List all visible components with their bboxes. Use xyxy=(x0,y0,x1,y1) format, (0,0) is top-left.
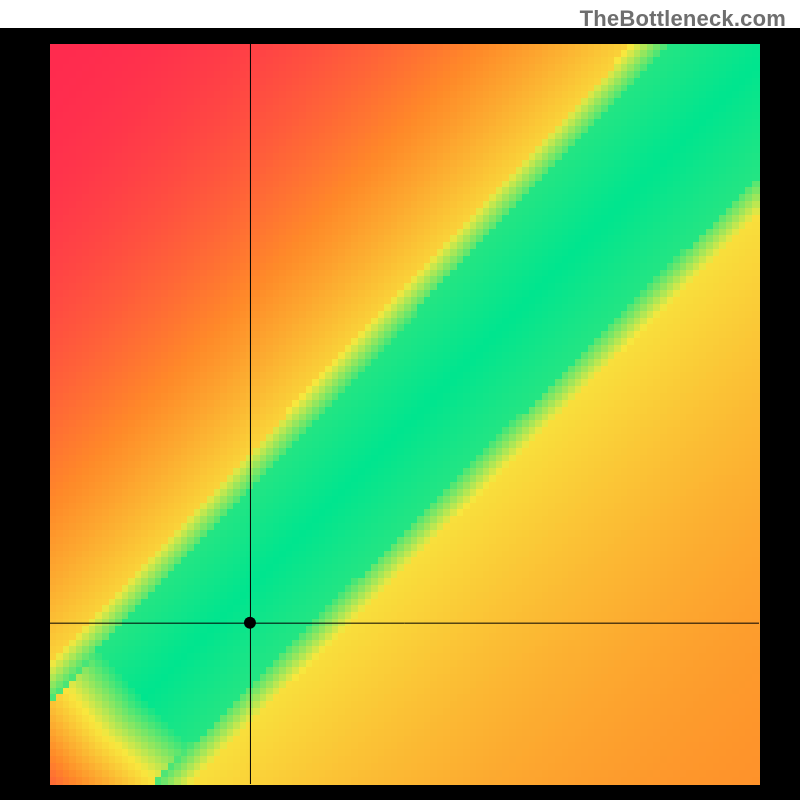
watermark-text: TheBottleneck.com xyxy=(580,6,786,32)
bottleneck-heatmap-canvas xyxy=(0,0,800,800)
page-container: TheBottleneck.com xyxy=(0,0,800,800)
